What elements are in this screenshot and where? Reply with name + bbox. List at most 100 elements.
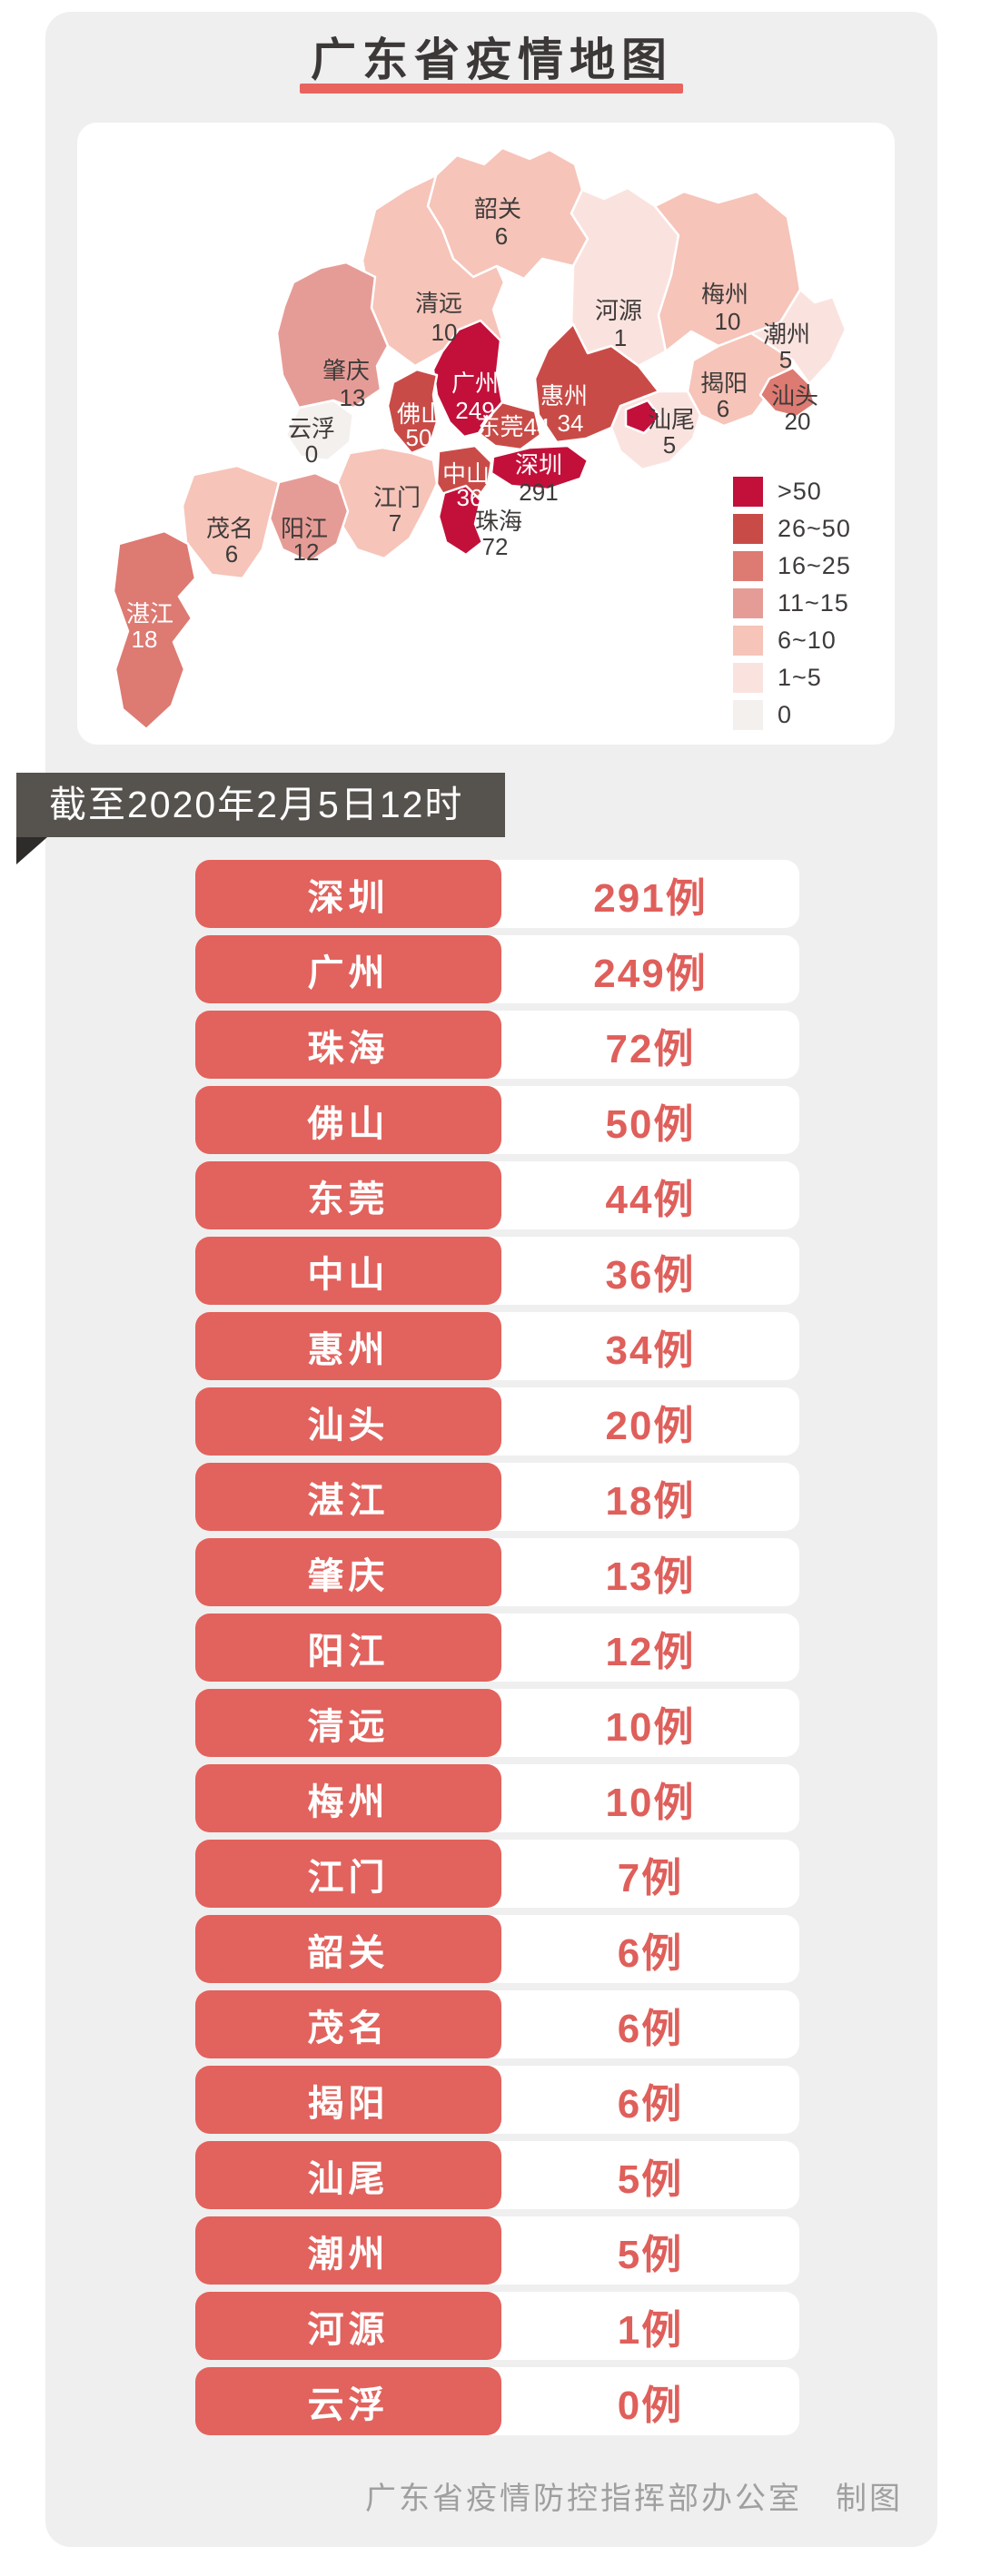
table-row: 惠州 34例	[195, 1312, 799, 1380]
legend-range-label: 11~15	[778, 589, 849, 617]
map-region-shantou	[758, 366, 817, 419]
map-label-huizhou: 34	[558, 410, 584, 437]
case-count: 1例	[617, 2307, 684, 2353]
city-name-pill: 惠州	[195, 1312, 501, 1380]
case-count: 291例	[593, 875, 708, 921]
map-region-zhanjiang	[112, 529, 197, 731]
case-table: 深圳 291例 广州 249例 珠海 72例 佛山 50例 东莞 44例 中山 …	[195, 860, 799, 2443]
table-row: 清远 10例	[195, 1689, 799, 1757]
case-count: 50例	[605, 1101, 696, 1147]
map-label-heyuan: 河源	[595, 297, 642, 324]
table-row: 茂名 6例	[195, 1990, 799, 2058]
city-name-pill: 揭阳	[195, 2066, 501, 2134]
ribbon-fold	[16, 837, 47, 864]
map-label-zhanjiang: 18	[132, 626, 158, 653]
table-row: 梅州 10例	[195, 1764, 799, 1832]
title-underline	[300, 84, 683, 94]
map-region-zhuhai	[437, 484, 484, 557]
map-label-shaoguan: 6	[495, 222, 508, 250]
city-name-pill: 广州	[195, 935, 501, 1003]
city-name-pill: 中山	[195, 1237, 501, 1305]
map-label-guangzhou: 广州	[451, 370, 499, 397]
case-count: 10例	[605, 1780, 696, 1825]
map-label-foshan: 佛山	[397, 400, 444, 428]
case-count: 72例	[605, 1026, 696, 1071]
map-label-shanwei: 5	[663, 431, 676, 459]
legend-color-swatch	[733, 700, 763, 730]
legend-range-label: >50	[778, 478, 822, 505]
legend-color-swatch	[733, 588, 763, 618]
table-row: 湛江 18例	[195, 1463, 799, 1531]
city-name-pill: 云浮	[195, 2367, 501, 2435]
city-name-pill: 汕头	[195, 1387, 501, 1456]
legend-item: 16~25	[733, 551, 851, 581]
table-row: 汕头 20例	[195, 1387, 799, 1456]
map-region-yangjiang	[268, 471, 350, 564]
city-name-pill: 汕尾	[195, 2141, 501, 2209]
table-row: 云浮 0例	[195, 2367, 799, 2435]
legend-item: 26~50	[733, 514, 851, 544]
case-count: 36例	[605, 1252, 696, 1298]
map-region-jieyang	[686, 331, 795, 428]
map-label-jieyang: 6	[717, 395, 729, 422]
legend-color-swatch	[733, 663, 763, 693]
table-row: 韶关 6例	[195, 1915, 799, 1983]
footer-credit: 广东省疫情防控指挥部办公室 制图	[365, 2482, 903, 2516]
legend-range-label: 6~10	[778, 627, 837, 654]
map-label-shantou: 汕头	[771, 382, 818, 410]
case-count: 20例	[605, 1403, 696, 1448]
map-label-shanwei: 汕尾	[648, 406, 695, 433]
table-row: 广州 249例	[195, 935, 799, 1003]
city-name-pill: 韶关	[195, 1915, 501, 1983]
map-label-qingyuan: 清远	[415, 290, 462, 317]
legend-color-swatch	[733, 551, 763, 581]
table-row: 珠海 72例	[195, 1011, 799, 1079]
page-title: 广东省疫情地图	[311, 35, 673, 85]
map-label-zhanjiang: 湛江	[126, 600, 173, 627]
map-label-chaozhou: 潮州	[763, 321, 810, 348]
map-label-jiangmen: 7	[389, 509, 401, 537]
date-ribbon-text: 截至2020年2月5日12时	[49, 784, 464, 825]
map-label-zhongshan: 36	[457, 484, 483, 511]
map-label-foshan: 50	[406, 424, 432, 451]
map-region-huizhou	[533, 322, 660, 444]
table-row: 中山 36例	[195, 1237, 799, 1305]
city-name-pill: 阳江	[195, 1614, 501, 1682]
case-count: 6例	[617, 2006, 684, 2051]
map-region-yunfu	[284, 399, 355, 462]
map-label-huizhou: 惠州	[540, 382, 588, 410]
city-name-pill: 梅州	[195, 1764, 501, 1832]
legend-range-label: 26~50	[778, 515, 851, 542]
table-row: 汕尾 5例	[195, 2141, 799, 2209]
city-name-pill: 潮州	[195, 2216, 501, 2285]
legend-range-label: 0	[778, 701, 793, 728]
table-row: 东莞 44例	[195, 1161, 799, 1229]
legend-item: 6~10	[733, 626, 851, 656]
legend-range-label: 1~5	[778, 664, 822, 691]
legend-color-swatch	[733, 477, 763, 507]
map-label-shaoguan: 韶关	[474, 195, 521, 222]
case-count: 6例	[617, 1930, 684, 1976]
map-label-yunfu: 0	[305, 440, 318, 468]
map-label-yangjiang: 12	[293, 538, 320, 566]
map-region-foshan	[386, 368, 439, 455]
map-region-zhaoqing	[275, 261, 390, 410]
table-row: 佛山 50例	[195, 1086, 799, 1154]
legend-range-label: 16~25	[778, 552, 851, 579]
case-count: 7例	[617, 1855, 684, 1900]
case-count: 18例	[605, 1478, 696, 1524]
map-label-shantou: 20	[785, 408, 811, 435]
table-row: 阳江 12例	[195, 1614, 799, 1682]
case-count: 0例	[617, 2383, 684, 2428]
case-count: 5例	[617, 2157, 684, 2202]
city-name-pill: 清远	[195, 1689, 501, 1757]
map-label-zhuhai: 72	[482, 533, 509, 560]
map-panel: 韶关 6 清远 10 河源 1 梅州 10 潮州 5 揭阳 6 汕头 20 汕尾 5 惠州 34 广州 249 东莞44…	[77, 123, 895, 745]
table-row: 揭阳 6例	[195, 2066, 799, 2134]
case-count: 249例	[593, 951, 708, 996]
date-ribbon: 截至2020年2月5日12时	[16, 773, 506, 837]
map-label-zhaoqing: 13	[340, 384, 366, 411]
legend-color-swatch	[733, 626, 763, 656]
